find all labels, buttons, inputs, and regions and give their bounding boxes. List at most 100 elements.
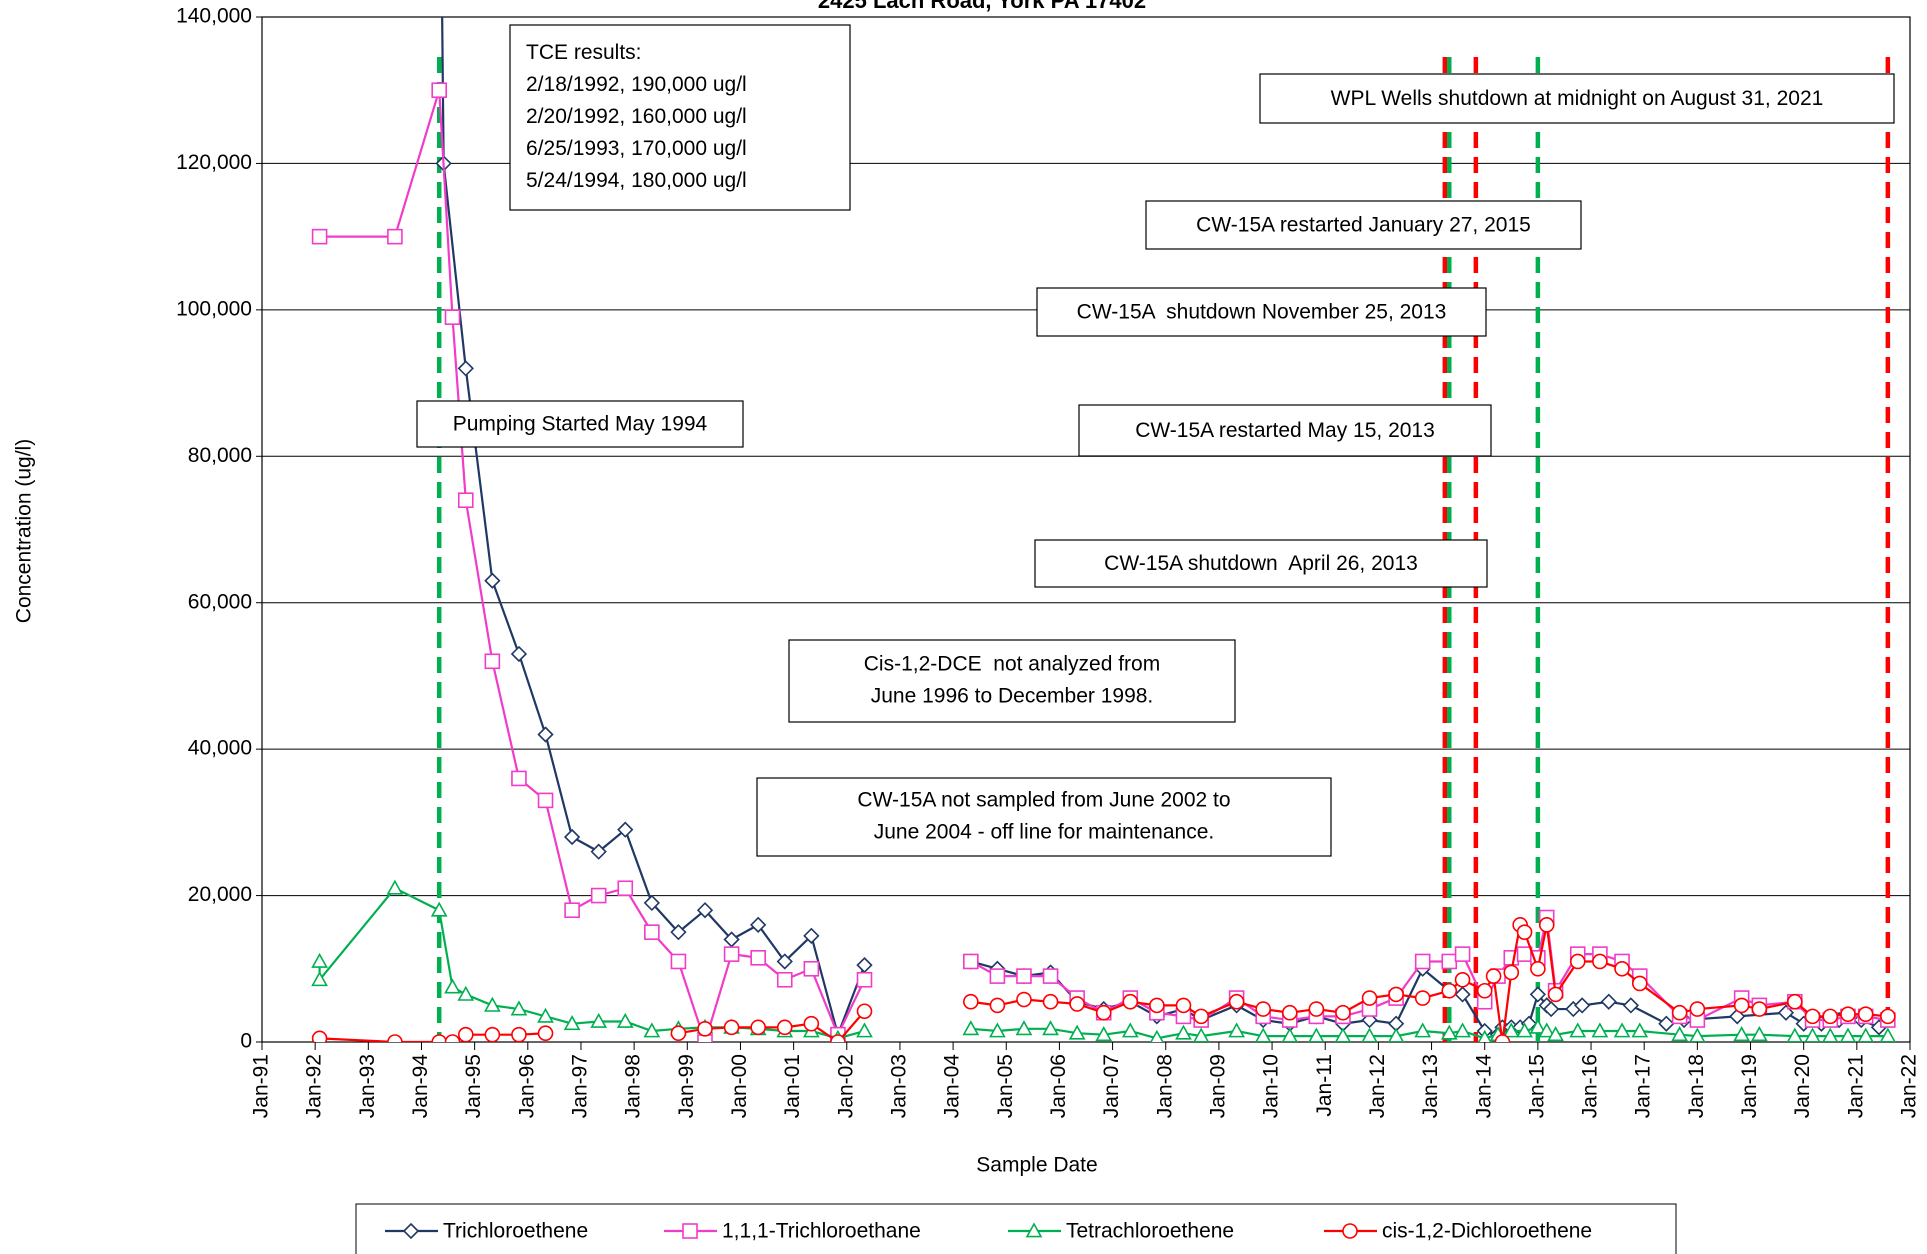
marker bbox=[1361, 1027, 1378, 1042]
marker bbox=[1095, 1004, 1112, 1021]
marker bbox=[776, 1019, 793, 1036]
marker bbox=[1095, 1026, 1113, 1042]
marker bbox=[989, 968, 1006, 984]
marker bbox=[1538, 1022, 1556, 1038]
annotation-text: WPL Wells shutdown at midnight on August… bbox=[1331, 87, 1824, 110]
marker bbox=[1308, 1001, 1325, 1017]
marker bbox=[484, 1026, 501, 1042]
y-tick-label: 60,000 bbox=[188, 590, 252, 613]
marker bbox=[1485, 968, 1502, 984]
x-tick-label: Jan-04 bbox=[941, 1054, 964, 1119]
marker bbox=[537, 792, 554, 809]
marker bbox=[1786, 1027, 1803, 1042]
marker bbox=[1042, 993, 1059, 1010]
annotation-text: June 2004 - off line for maintenance. bbox=[874, 821, 1215, 844]
x-tick-label: Jan-93 bbox=[356, 1054, 379, 1118]
marker bbox=[590, 843, 607, 860]
marker bbox=[1502, 1022, 1520, 1038]
marker bbox=[750, 916, 767, 933]
legend-label: Tetrachloroethene bbox=[1066, 1220, 1234, 1243]
plot-frame bbox=[261, 16, 1911, 1043]
marker bbox=[1308, 1027, 1325, 1042]
annotation-text: 2/20/1992, 160,000 ug/l bbox=[526, 105, 747, 128]
marker bbox=[1441, 982, 1458, 999]
marker bbox=[682, 1223, 698, 1239]
marker bbox=[444, 309, 461, 325]
x-tick-label: Jan-91 bbox=[250, 1054, 273, 1118]
x-tick-label: Jan-96 bbox=[515, 1054, 538, 1118]
marker bbox=[1529, 986, 1547, 1003]
marker bbox=[963, 953, 979, 970]
marker bbox=[1733, 1026, 1751, 1042]
marker bbox=[1388, 986, 1404, 1003]
marker bbox=[1516, 946, 1533, 962]
annotation-text: CW-15A shutdown November 25, 2013 bbox=[1077, 301, 1447, 324]
annotation-box bbox=[788, 639, 1236, 723]
marker bbox=[697, 1021, 713, 1037]
marker bbox=[1689, 1027, 1706, 1042]
marker bbox=[696, 902, 714, 919]
y-axis-title: Concentration (ug/l) bbox=[13, 439, 36, 623]
marker bbox=[1530, 960, 1546, 977]
marker bbox=[387, 1034, 403, 1042]
x-axis-title: Sample Date bbox=[976, 1154, 1097, 1177]
marker bbox=[1613, 1022, 1631, 1038]
marker bbox=[856, 971, 873, 988]
marker bbox=[1042, 968, 1059, 984]
marker bbox=[1228, 1022, 1245, 1038]
marker bbox=[1454, 1022, 1471, 1038]
marker bbox=[1069, 996, 1085, 1012]
annotation-text: Pumping Started May 1994 bbox=[453, 413, 708, 436]
marker bbox=[1804, 1008, 1821, 1025]
marker bbox=[1228, 993, 1245, 1010]
annotation-box bbox=[756, 777, 1332, 857]
marker bbox=[670, 953, 687, 970]
marker bbox=[963, 993, 979, 1010]
marker bbox=[1149, 997, 1165, 1014]
marker bbox=[537, 1025, 554, 1042]
x-tick-label: Jan-15 bbox=[1525, 1054, 1548, 1118]
marker bbox=[1529, 1018, 1547, 1034]
marker bbox=[989, 997, 1006, 1014]
marker bbox=[856, 1022, 873, 1038]
marker bbox=[311, 1030, 328, 1042]
legend: Trichloroethene 1,1,1-Trichloroethane Tetr… bbox=[385, 1220, 1592, 1243]
annotation-box bbox=[1034, 539, 1488, 588]
marker bbox=[1503, 964, 1520, 981]
legend-label: 1,1,1-Trichloroethane bbox=[722, 1220, 921, 1243]
marker bbox=[457, 985, 475, 1001]
marker bbox=[1175, 997, 1192, 1014]
marker bbox=[803, 1015, 820, 1032]
marker bbox=[1494, 1034, 1511, 1042]
annotation-text: CW-15A not sampled from June 2002 to bbox=[857, 789, 1230, 812]
x-tick-label: Jan-21 bbox=[1844, 1054, 1867, 1118]
x-tick-label: Jan-20 bbox=[1791, 1054, 1814, 1118]
x-tick-label: Jan-98 bbox=[622, 1054, 645, 1118]
marker bbox=[311, 228, 328, 245]
marker bbox=[1751, 1026, 1768, 1042]
x-tick-label: Jan-17 bbox=[1632, 1054, 1655, 1118]
marker bbox=[1454, 946, 1471, 962]
y-tick-label: 0 bbox=[240, 1030, 252, 1053]
annotation-box bbox=[509, 24, 851, 211]
marker bbox=[1879, 1027, 1896, 1042]
annotation-text: CW-15A shutdown April 26, 2013 bbox=[1104, 552, 1418, 575]
marker bbox=[1880, 1008, 1896, 1025]
marker bbox=[1822, 1027, 1839, 1042]
marker bbox=[311, 952, 328, 968]
x-tick-label: Jan-19 bbox=[1738, 1054, 1761, 1118]
x-tick-label: Jan-12 bbox=[1366, 1054, 1389, 1118]
marker bbox=[723, 1019, 740, 1036]
marker bbox=[643, 1022, 661, 1038]
y-tick-label: 80,000 bbox=[188, 444, 252, 467]
marker bbox=[1335, 1004, 1351, 1021]
marker bbox=[1361, 990, 1378, 1006]
marker bbox=[1671, 1004, 1688, 1021]
marker bbox=[1454, 971, 1471, 988]
y-tick-label: 40,000 bbox=[188, 737, 252, 760]
marker bbox=[1441, 953, 1458, 970]
marker bbox=[510, 645, 528, 663]
marker bbox=[1122, 993, 1139, 1010]
annotation-box bbox=[1259, 73, 1895, 124]
